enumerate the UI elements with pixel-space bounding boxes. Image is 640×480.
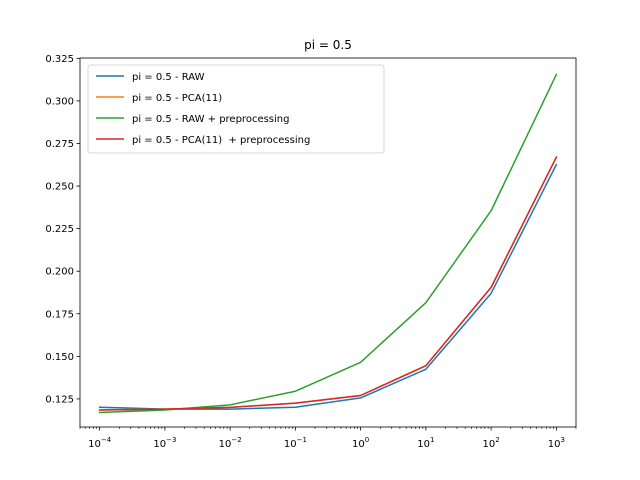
x-tick-label-7: 102 xyxy=(483,436,500,450)
x-tick-label-8: 103 xyxy=(548,436,565,450)
legend-label-3: pi = 0.5 - RAW + preprocessing xyxy=(132,114,289,125)
y-tick-label-4: 0.200 xyxy=(45,267,74,278)
x-tick-label-1: 10−4 xyxy=(88,436,112,450)
y-tick-label-1: 0.125 xyxy=(45,394,74,405)
y-tick-label-2: 0.150 xyxy=(45,352,74,363)
y-tick-label-3: 0.175 xyxy=(45,309,74,320)
legend-label-1: pi = 0.5 - RAW xyxy=(132,72,205,83)
y-tick-label-9: 0.325 xyxy=(45,54,74,65)
x-tick-label-5: 100 xyxy=(352,436,369,450)
legend: pi = 0.5 - RAW pi = 0.5 - PCA(11) pi = 0.5… xyxy=(87,64,385,154)
y-tick-label-7: 0.275 xyxy=(45,139,74,150)
chart-title: pi = 0.5 xyxy=(304,38,352,52)
legend-label-4: pi = 0.5 - PCA(11) + preprocessing xyxy=(132,135,310,146)
series-line-4 xyxy=(98,156,558,411)
y-tick-label-6: 0.250 xyxy=(45,182,74,193)
series-layer xyxy=(98,73,558,414)
x-tick-label-2: 10−3 xyxy=(153,436,176,450)
y-tick-label-5: 0.225 xyxy=(45,224,74,235)
plot-frame xyxy=(79,57,577,428)
axes-layer: 10−4 10−3 10−2 10−1 100 101 102 103 0.125 0.150 0.… xyxy=(45,54,577,450)
legend-box xyxy=(87,64,385,154)
y-tick-label-8: 0.300 xyxy=(45,96,74,107)
x-tick-label-3: 10−2 xyxy=(219,436,242,450)
legend-label-2: pi = 0.5 - PCA(11) xyxy=(132,93,222,104)
x-tick-label-4: 10−1 xyxy=(284,436,307,450)
x-tick-label-6: 101 xyxy=(417,436,434,450)
